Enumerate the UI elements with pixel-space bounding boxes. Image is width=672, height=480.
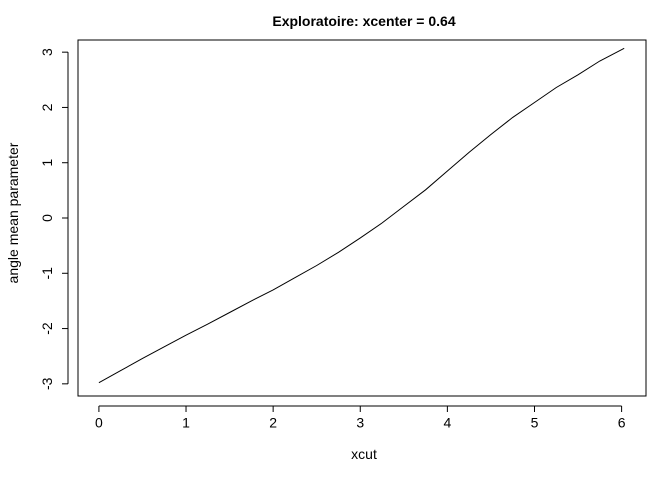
y-tick-label: -3 <box>39 377 55 390</box>
x-tick-label: 5 <box>531 414 539 430</box>
plot-frame <box>77 39 647 397</box>
y-tick-label: 1 <box>39 159 55 167</box>
x-axis: 0 1 2 3 4 5 6 <box>95 405 626 430</box>
chart-title: Exploratoire: xcenter = 0.64 <box>272 13 455 29</box>
y-tick-label: -2 <box>39 322 55 335</box>
y-tick-label: 0 <box>39 214 55 222</box>
y-axis-label: angle mean parameter <box>5 142 21 283</box>
y-tick-label: 3 <box>39 48 55 56</box>
x-tick-label: 6 <box>618 414 626 430</box>
x-tick-label: 4 <box>443 414 451 430</box>
x-tick-label: 3 <box>356 414 364 430</box>
x-tick-label: 0 <box>95 414 103 430</box>
y-axis: -3 -2 -1 0 1 2 3 <box>39 48 69 390</box>
y-tick-label: -1 <box>39 267 55 280</box>
x-tick-label: 1 <box>182 414 190 430</box>
x-axis-label: xcut <box>351 446 377 462</box>
y-tick-label: 2 <box>39 103 55 111</box>
x-tick-label: 2 <box>269 414 277 430</box>
data-line <box>98 47 625 384</box>
